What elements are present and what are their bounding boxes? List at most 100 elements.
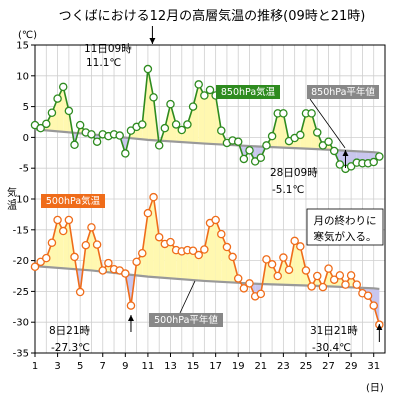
series-label-500-box <box>41 194 105 208</box>
data-point-500 <box>284 265 294 275</box>
data-point-850 <box>115 131 124 140</box>
data-point-850 <box>200 91 209 100</box>
y-axis-label-char: 気 <box>7 186 17 199</box>
data-point-500 <box>262 255 271 264</box>
warm-anomaly-fill <box>85 227 92 271</box>
arrow-min-500-head <box>127 315 134 321</box>
chart-title: つくばにおける12月の高層気温の推移(09時と21時) <box>59 8 366 24</box>
data-point-500 <box>346 271 356 280</box>
warm-anomaly-fill <box>300 113 306 149</box>
data-point-500 <box>166 237 175 247</box>
data-point-500 <box>47 238 57 247</box>
data-point-500 <box>245 279 254 288</box>
x-tick-label: 1 <box>32 361 38 372</box>
data-point-500 <box>58 226 68 236</box>
data-point-500 <box>279 253 288 262</box>
series-points-layer <box>30 64 384 329</box>
x-tick-label: 27 <box>322 361 335 372</box>
warm-anomaly-fill <box>193 84 199 144</box>
data-point-500 <box>335 271 345 280</box>
warm-anomaly-fill <box>142 213 148 277</box>
data-point-850 <box>121 149 130 158</box>
note-line: 寒気が入る。 <box>314 230 377 243</box>
data-point-500 <box>369 301 378 310</box>
arrow-min-850-head <box>342 150 349 156</box>
data-point-850 <box>324 137 333 146</box>
y-tick-label: -20 <box>13 256 29 267</box>
warm-anomaly-fill <box>181 250 188 280</box>
y-tick-label: -10 <box>13 195 29 206</box>
note-line: 月の終わりに <box>314 214 377 227</box>
x-tick-label: 23 <box>277 361 290 372</box>
warm-anomaly-fill <box>305 113 312 149</box>
data-point-850 <box>188 102 198 111</box>
data-point-850 <box>375 152 384 161</box>
data-point-850 <box>369 157 378 167</box>
data-point-850 <box>143 64 153 74</box>
data-point-500 <box>307 282 316 291</box>
data-point-500 <box>70 252 79 262</box>
x-tick-label: 31 <box>367 361 380 372</box>
note-box <box>306 208 384 246</box>
data-point-500 <box>75 287 85 297</box>
x-tick-label: 3 <box>54 361 60 372</box>
data-point-850 <box>256 153 266 162</box>
data-point-500 <box>239 284 249 293</box>
series-label-850-normal: 850hPa平年値 <box>311 86 375 98</box>
y-tick-label: -25 <box>13 287 29 298</box>
data-point-850 <box>166 99 175 109</box>
data-point-850 <box>194 80 203 89</box>
data-point-850 <box>267 131 277 141</box>
data-point-500 <box>313 271 322 281</box>
annotation-label: 8日21時 <box>49 325 91 337</box>
x-tick-label: 29 <box>345 361 358 372</box>
warm-anomaly-fill <box>294 240 301 286</box>
y-unit-label: (℃) <box>18 30 37 41</box>
data-point-500 <box>30 262 40 272</box>
y-axis-label: 気温 <box>7 186 17 212</box>
data-point-500 <box>87 223 96 232</box>
data-point-850 <box>335 160 345 169</box>
y-tick-label: -5 <box>19 164 29 175</box>
data-point-500 <box>104 258 113 268</box>
y-tick-label: 0 <box>23 133 29 144</box>
data-point-500 <box>341 280 350 289</box>
data-point-500 <box>53 215 62 225</box>
data-point-850 <box>154 141 164 150</box>
data-point-500 <box>352 280 362 289</box>
x-tick-label: 25 <box>300 361 313 372</box>
data-point-850 <box>53 94 62 103</box>
annotation-value: -27.3℃ <box>51 342 90 354</box>
data-point-500 <box>273 271 282 281</box>
data-point-850 <box>87 130 96 139</box>
data-point-850 <box>171 120 181 129</box>
annotation-label: 28日09時 <box>270 167 318 179</box>
data-point-850 <box>217 126 226 135</box>
warm-anomaly-fill <box>91 227 98 272</box>
labels-layer: 850hPa気温 850hPa平年値 500hPa気温 500hPa平年値 11日09時… <box>41 26 384 354</box>
data-point-850 <box>177 125 187 135</box>
data-point-850 <box>329 146 339 156</box>
arrow-max-850-head <box>149 38 156 44</box>
data-point-500 <box>267 260 277 269</box>
data-point-500 <box>64 215 74 225</box>
data-point-500 <box>149 192 158 202</box>
data-point-850 <box>262 141 271 150</box>
series-label-500-normal: 500hPa平年値 <box>154 314 218 326</box>
series-label-500: 500hPa気温 <box>46 195 101 207</box>
y-tick-label: 15 <box>16 41 29 52</box>
y-tick-label: -30 <box>13 318 29 329</box>
data-point-500 <box>233 274 243 283</box>
data-point-500 <box>98 266 107 275</box>
data-point-500 <box>329 275 339 284</box>
series-label-850-box <box>216 85 280 99</box>
y-tick-label: -35 <box>13 349 29 360</box>
data-point-850 <box>183 120 192 129</box>
data-point-500 <box>363 291 373 300</box>
series-label-500-normal-box <box>149 313 223 327</box>
warm-anomaly-fill <box>215 219 222 282</box>
data-point-500 <box>290 236 299 246</box>
data-point-850 <box>138 120 147 129</box>
data-point-850 <box>47 108 57 118</box>
